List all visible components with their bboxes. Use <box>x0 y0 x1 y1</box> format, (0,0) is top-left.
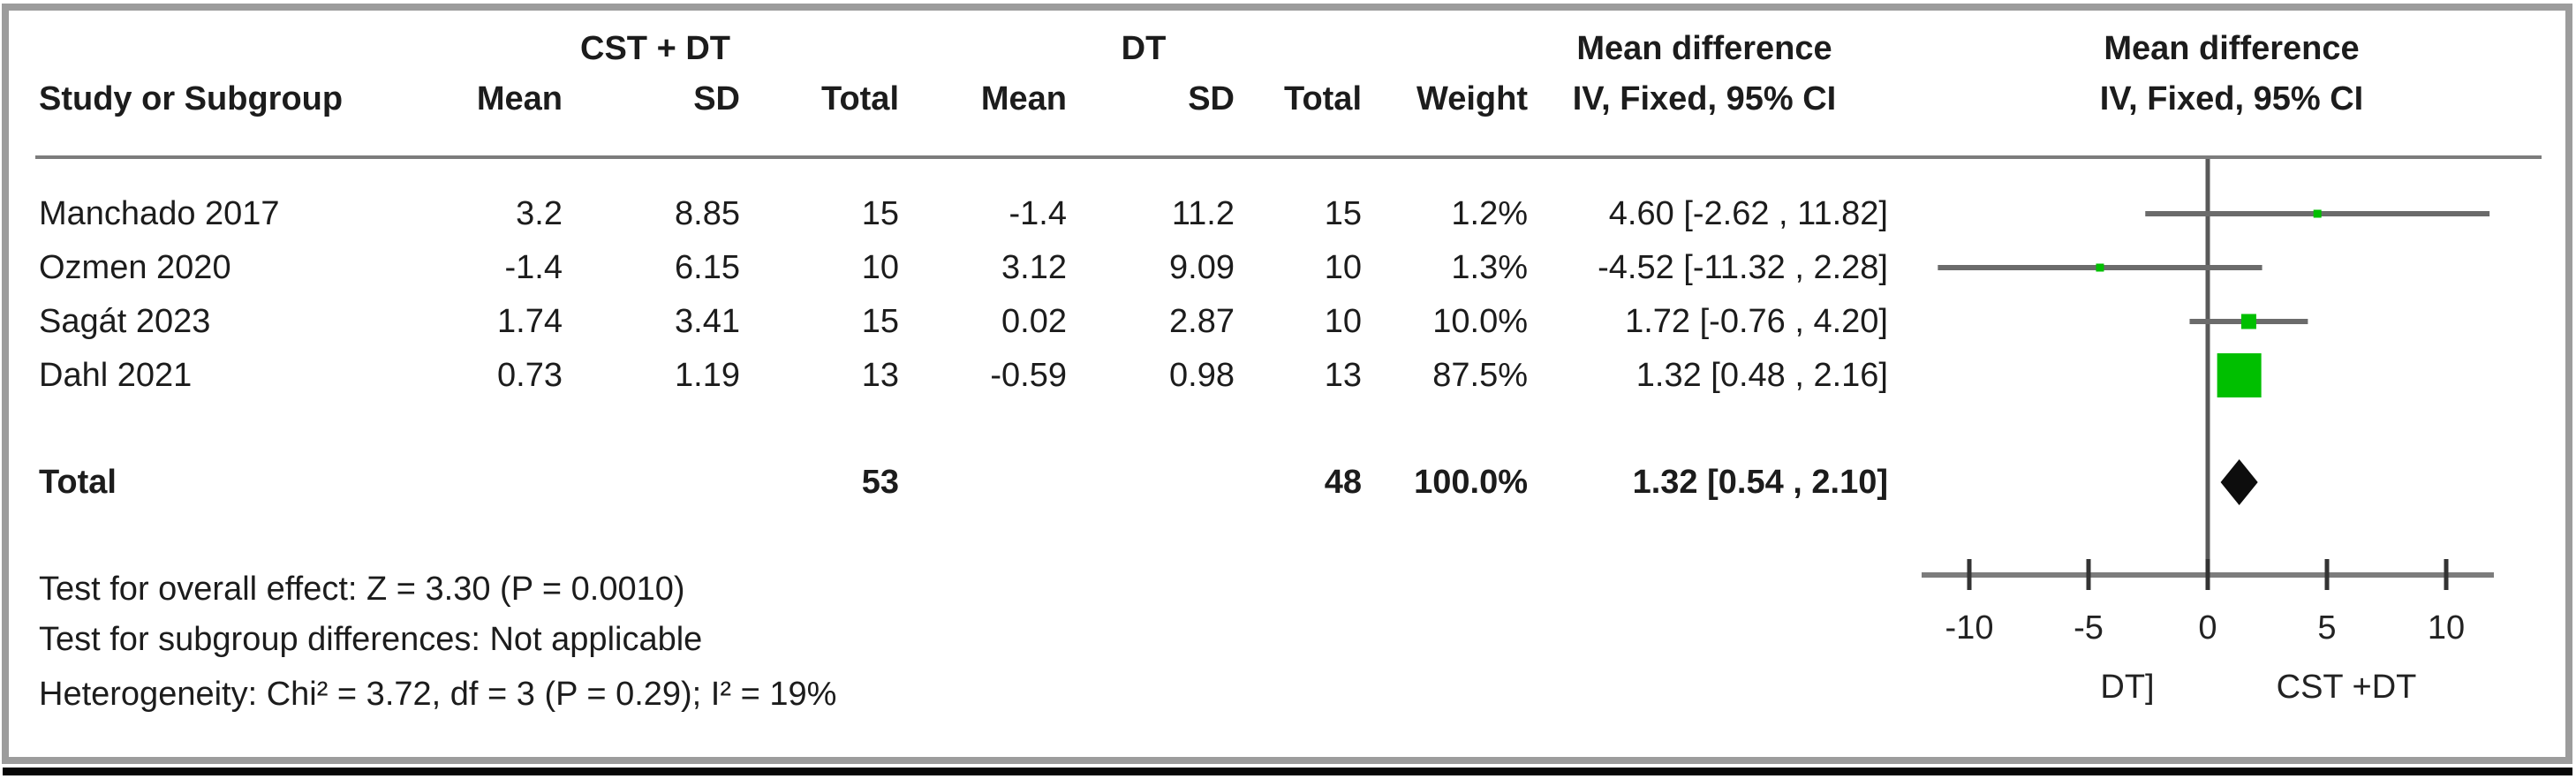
col-header-total2: Total <box>1284 79 1362 117</box>
col-header-sd2: SD <box>1188 79 1235 117</box>
group-header-cst-dt: CST + DT <box>580 29 730 67</box>
col-header-iv-text: IV, Fixed, 95% CI <box>1572 79 1837 117</box>
study-sd2: 0.98 <box>1169 356 1235 394</box>
study-mean2: 0.02 <box>1001 302 1067 340</box>
study-md: 4.60 [-2.62 , 11.82] <box>1608 194 1888 232</box>
study-mean1: -1.4 <box>504 248 563 286</box>
point-estimate-marker <box>2217 353 2262 397</box>
study-sd2: 2.87 <box>1169 302 1235 340</box>
col-header-weight: Weight <box>1416 79 1528 117</box>
study-mean2: -1.4 <box>1008 194 1067 232</box>
total-row-total2: 48 <box>1324 463 1362 501</box>
point-estimate-marker <box>2240 314 2256 329</box>
overall-effect-test-text: Test for overall effect: Z = 3.30 (P = 0… <box>39 570 685 608</box>
study-name: Manchado 2017 <box>39 194 280 232</box>
total-row-md-ci: 1.32 [0.54 , 2.10] <box>1632 463 1888 501</box>
study-sd2: 9.09 <box>1169 248 1235 286</box>
col-header-mean2: Mean <box>980 79 1067 117</box>
study-weight: 1.2% <box>1451 194 1528 232</box>
study-mean1: 3.2 <box>516 194 563 232</box>
study-weight: 10.0% <box>1432 302 1528 340</box>
col-header-iv-plot: IV, Fixed, 95% CI <box>2099 79 2364 117</box>
col-header-study: Study or Subgroup <box>39 79 344 117</box>
study-total1: 10 <box>861 248 899 286</box>
point-estimate-marker <box>2313 209 2322 218</box>
study-total2: 10 <box>1324 302 1362 340</box>
col-header-sd1: SD <box>693 79 740 117</box>
study-sd1: 6.15 <box>675 248 740 286</box>
axis-left-label: DT] <box>2100 669 2154 706</box>
figure-border <box>2 4 2572 764</box>
study-weight: 1.3% <box>1451 248 1528 286</box>
total-row-label: Total <box>39 463 117 501</box>
axis-tick-label: 0 <box>2198 609 2217 647</box>
study-total2: 15 <box>1324 194 1362 232</box>
axis-tick-label: -5 <box>2074 609 2104 647</box>
md-header-text-column: Mean difference <box>1576 29 1832 67</box>
study-md: 1.72 [-0.76 , 4.20] <box>1625 302 1888 340</box>
total-diamond <box>2220 459 2258 505</box>
study-total1: 13 <box>861 356 899 394</box>
study-sd1: 8.85 <box>675 194 740 232</box>
total-row-total1: 53 <box>861 463 899 501</box>
study-sd2: 11.2 <box>1171 194 1235 232</box>
study-md: 1.32 [0.48 , 2.16] <box>1635 356 1888 394</box>
study-total2: 13 <box>1324 356 1362 394</box>
study-sd1: 1.19 <box>675 356 740 394</box>
header-separator-line <box>35 155 2542 159</box>
study-total1: 15 <box>861 194 899 232</box>
study-mean2: 3.12 <box>1001 248 1067 286</box>
total-row-weight: 100.0% <box>1414 463 1528 501</box>
axis-tick-label: 10 <box>2428 609 2465 647</box>
axis-right-label: CST +DT <box>2277 669 2417 706</box>
study-total2: 10 <box>1324 248 1362 286</box>
axis-tick-label: 5 <box>2317 609 2336 647</box>
axis-tick-label: -10 <box>1945 609 1994 647</box>
study-md: -4.52 [-11.32 , 2.28] <box>1598 248 1888 286</box>
study-weight: 87.5% <box>1432 356 1528 394</box>
md-header-plot-column: Mean difference <box>2104 29 2360 67</box>
heterogeneity-text: Heterogeneity: Chi² = 3.72, df = 3 (P = … <box>39 675 837 713</box>
study-mean1: 1.74 <box>497 302 563 340</box>
study-sd1: 3.41 <box>675 302 740 340</box>
study-name: Dahl 2021 <box>39 356 193 394</box>
col-header-mean1: Mean <box>476 79 563 117</box>
subgroup-differences-test-text: Test for subgroup differences: Not appli… <box>39 620 703 658</box>
study-name: Ozmen 2020 <box>39 248 231 286</box>
point-estimate-marker <box>2096 263 2104 272</box>
col-header-total1: Total <box>821 79 899 117</box>
study-name: Sagát 2023 <box>39 302 211 340</box>
group-header-dt: DT <box>1121 29 1167 67</box>
study-total1: 15 <box>861 302 899 340</box>
study-mean2: -0.59 <box>990 356 1067 394</box>
bottom-black-bar <box>3 768 2572 775</box>
study-mean1: 0.73 <box>497 356 563 394</box>
